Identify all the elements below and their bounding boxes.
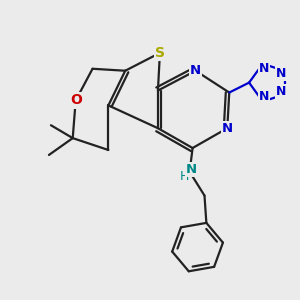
Text: N: N bbox=[276, 68, 286, 80]
Text: S: S bbox=[155, 46, 165, 60]
Text: H: H bbox=[180, 170, 189, 183]
Text: N: N bbox=[276, 85, 286, 98]
Text: O: O bbox=[70, 94, 82, 107]
Text: N: N bbox=[259, 62, 269, 75]
Text: N: N bbox=[186, 163, 197, 176]
Text: N: N bbox=[222, 122, 233, 135]
Text: N: N bbox=[190, 64, 201, 77]
Text: N: N bbox=[259, 90, 269, 103]
